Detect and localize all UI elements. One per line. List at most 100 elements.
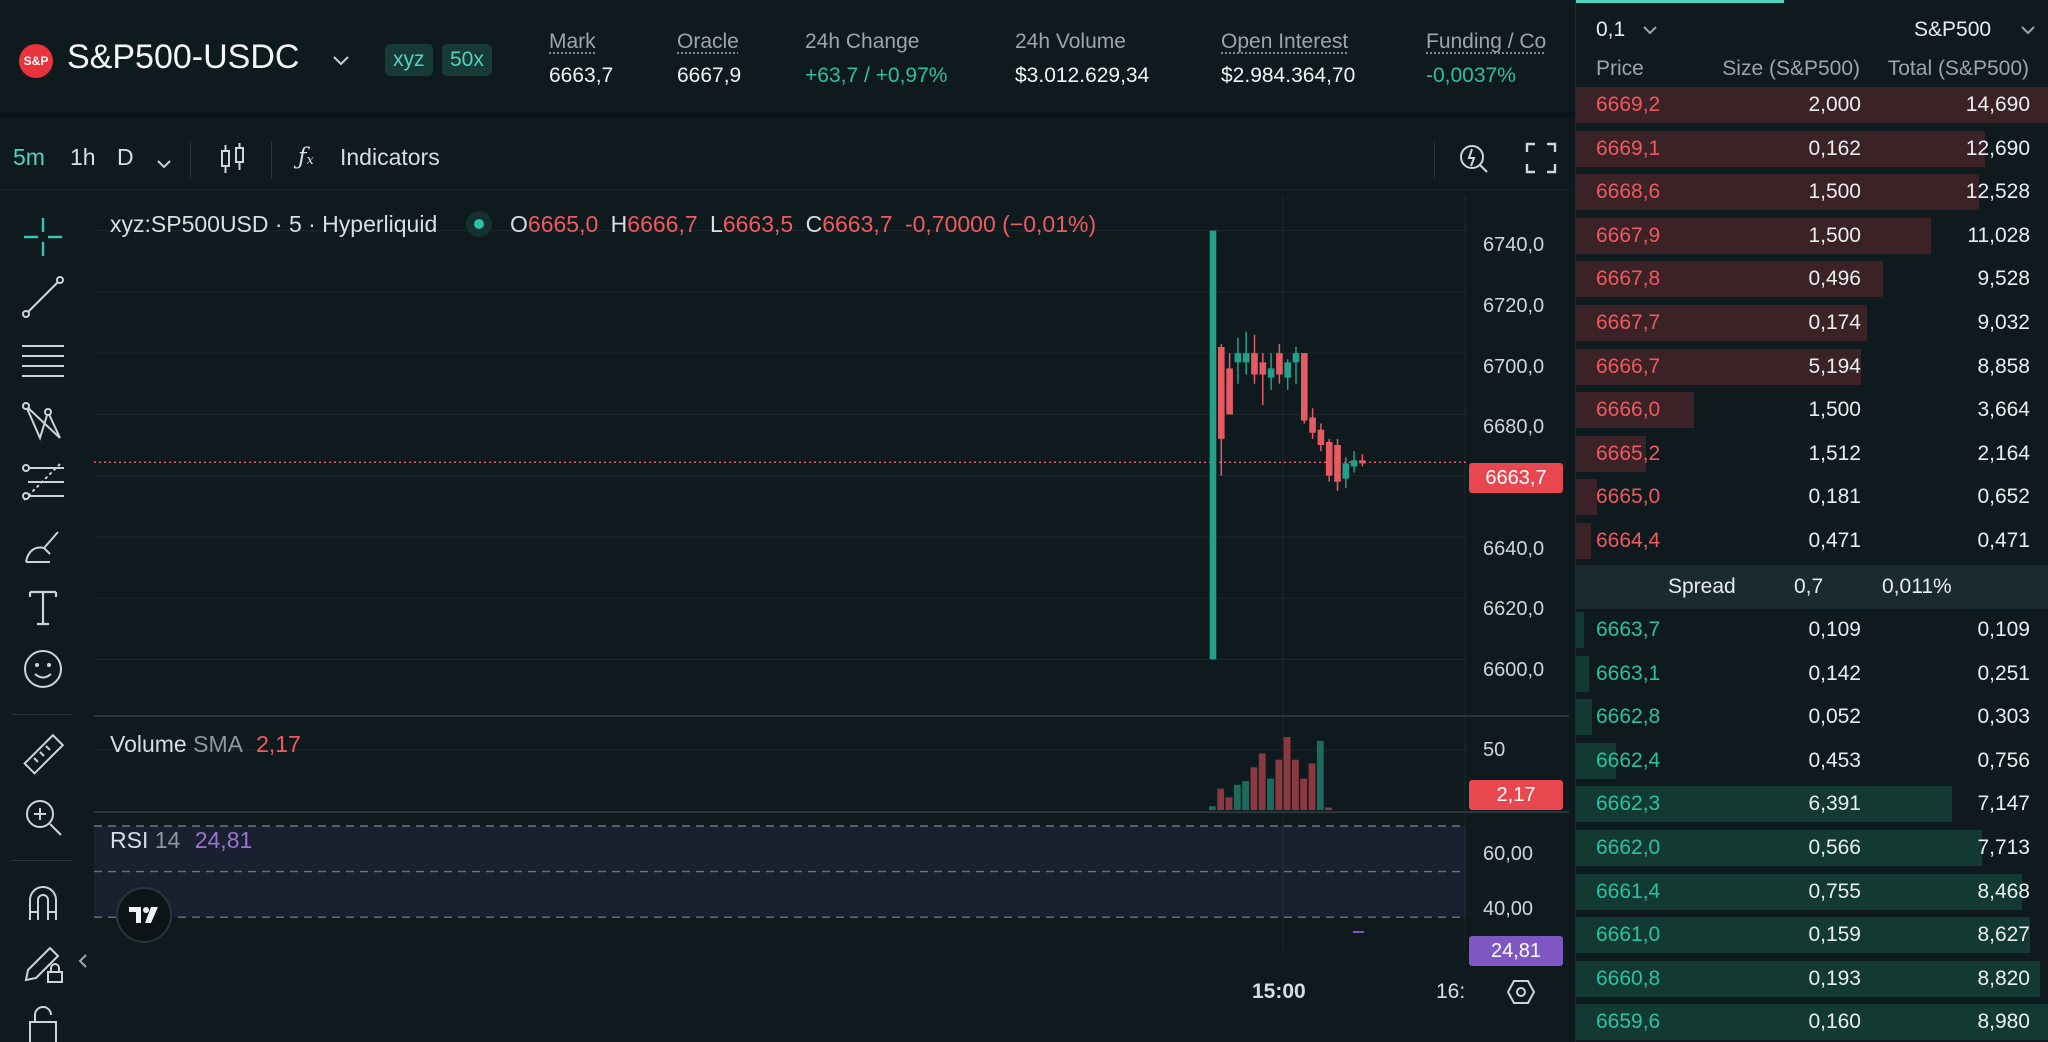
col-price: Price [1596, 57, 1644, 80]
bid-row[interactable]: 6662,8 0,052 0,303 [1576, 695, 2048, 739]
lock-pencil-icon[interactable] [20, 940, 66, 986]
bid-size: 0,453 [1808, 748, 1861, 772]
ask-depth-bar [1576, 479, 1597, 516]
ask-price: 6665,0 [1596, 485, 1661, 509]
magnet-icon[interactable] [20, 880, 66, 926]
ask-depth-bar [1576, 261, 1883, 298]
ask-total: 8,858 [1977, 354, 2030, 378]
bid-row[interactable]: 6663,1 0,142 0,251 [1576, 652, 2048, 696]
fib-icon[interactable] [20, 460, 66, 506]
ask-depth-bar [1576, 87, 2048, 123]
bid-row[interactable]: 6662,4 0,453 0,756 [1576, 739, 2048, 783]
stat-label[interactable]: Oracle [677, 30, 739, 53]
bid-row[interactable]: 6660,8 0,193 8,820 [1576, 957, 2048, 1001]
time-label: 15:00 [1252, 980, 1306, 1003]
ask-depth-bar [1576, 348, 1862, 385]
zoom-icon[interactable] [20, 794, 66, 840]
fx-icon[interactable]: ƒx [298, 144, 314, 170]
ask-row[interactable]: 6669,2 2,000 14,690 [1576, 83, 2048, 127]
ask-row[interactable]: 6665,2 1,512 2,164 [1576, 432, 2048, 476]
bid-depth-bar [1576, 873, 2022, 910]
rsi-legend[interactable]: RSI 14 24,81 [110, 827, 253, 853]
alert-icon[interactable] [1457, 140, 1491, 176]
unit-select[interactable]: S&P500 [1914, 18, 1992, 41]
bid-depth-bar [1576, 655, 1590, 692]
ask-price: 6667,9 [1596, 223, 1661, 247]
bid-row[interactable]: 6662,0 0,566 7,713 [1576, 826, 2048, 870]
chevron-down-icon[interactable] [156, 158, 172, 170]
ask-size: 1,500 [1808, 398, 1861, 422]
stat-label[interactable]: Open Interest [1221, 30, 1349, 53]
interval-1h[interactable]: 1h [70, 144, 96, 170]
interval-5m[interactable]: 5m [13, 144, 45, 170]
pattern-icon[interactable] [20, 398, 66, 444]
y-tick-label: 6720,0 [1483, 295, 1545, 317]
stat-label[interactable]: Funding / Co [1426, 30, 1547, 53]
stat-value: $3.012.629,34 [1015, 64, 1150, 87]
tick-size-select[interactable]: 0,1 [1596, 18, 1626, 41]
stat-value: 6663,7 [549, 64, 614, 87]
ask-row[interactable]: 6667,7 0,174 9,032 [1576, 301, 2048, 345]
stat-value: $2.984.364,70 [1221, 64, 1356, 87]
bid-depth-bar [1576, 960, 2040, 997]
ask-total: 11,028 [1967, 223, 2030, 247]
chevron-down-icon[interactable] [1642, 24, 1658, 36]
ask-row[interactable]: 6664,4 0,471 0,471 [1576, 519, 2048, 563]
bid-row[interactable]: 6661,4 0,755 8,468 [1576, 870, 2048, 914]
ask-row[interactable]: 6668,6 1,500 12,528 [1576, 170, 2048, 214]
trendline-icon[interactable] [20, 274, 66, 320]
ask-size: 0,174 [1808, 311, 1861, 334]
ask-row[interactable]: 6665,0 0,181 0,652 [1576, 475, 2048, 519]
stat-label[interactable]: Mark [549, 30, 596, 53]
ask-row[interactable]: 6667,8 0,496 9,528 [1576, 257, 2048, 301]
bid-depth-bar [1576, 917, 2031, 954]
rsi-tag: 24,81 [1469, 936, 1563, 966]
settings-icon[interactable] [1506, 978, 1536, 1006]
bid-row[interactable]: 6663,7 0,109 0,109 [1576, 608, 2048, 652]
tradingview-logo-icon[interactable] [116, 887, 172, 943]
symbol-title[interactable]: S&P500-USDC [67, 38, 300, 76]
bid-size: 0,109 [1808, 618, 1861, 641]
bid-row[interactable]: 6662,3 6,391 7,147 [1576, 782, 2048, 826]
ask-row[interactable]: 6667,9 1,500 11,028 [1576, 214, 2048, 258]
bid-row[interactable]: 6659,6 0,160 8,980 [1576, 1000, 2048, 1042]
rsi-tick-label: 40,00 [1483, 898, 1534, 920]
legend-symbol[interactable]: xyz:SP500USD · 5 · Hyperliquid [110, 211, 438, 237]
bid-price: 6663,1 [1596, 661, 1661, 685]
bid-size: 0,755 [1808, 879, 1861, 903]
stat-value: +63,7 / +0,97% [805, 64, 948, 87]
stat-5: Funding / Co -0,0037% [1426, 30, 1546, 88]
crosshair-icon[interactable] [20, 214, 66, 260]
dex-badge: xyz [385, 44, 433, 76]
ask-depth-bar [1576, 435, 1646, 472]
bid-row[interactable]: 6661,0 0,159 8,627 [1576, 913, 2048, 957]
volume-legend[interactable]: Volume SMA 2,17 [110, 731, 301, 757]
stat-3: 24h Volume $3.012.629,34 [1015, 30, 1149, 88]
toolbar-separator [12, 714, 72, 715]
horizontal-lines-icon[interactable] [20, 336, 66, 382]
y-tick-label: 6700,0 [1483, 356, 1545, 378]
bid-price: 6660,8 [1596, 966, 1661, 990]
ask-depth-bar [1576, 174, 1980, 211]
chevron-down-icon[interactable] [330, 50, 352, 72]
ask-price: 6669,1 [1596, 136, 1661, 160]
ask-row[interactable]: 6669,1 0,162 12,690 [1576, 127, 2048, 171]
candles-icon[interactable] [218, 142, 248, 176]
brush-icon[interactable] [20, 522, 66, 568]
emoji-icon[interactable] [20, 646, 66, 692]
fullscreen-icon[interactable] [1525, 142, 1557, 174]
ask-row[interactable]: 6666,7 5,194 8,858 [1576, 345, 2048, 389]
col-size: Size (S&P500) [1722, 57, 1860, 80]
ask-depth-bar [1576, 217, 1932, 254]
text-icon[interactable] [20, 584, 66, 630]
ask-row[interactable]: 6666,0 1,500 3,664 [1576, 388, 2048, 432]
bid-size: 0,193 [1808, 966, 1861, 990]
chevron-down-icon[interactable] [2020, 24, 2036, 36]
bid-depth-bar [1576, 786, 1953, 823]
lock-icon[interactable] [20, 1002, 66, 1042]
indicators-button[interactable]: Indicators [340, 144, 440, 170]
bid-price: 6663,7 [1596, 618, 1661, 641]
ruler-icon[interactable] [20, 732, 66, 778]
collapse-arrow-icon[interactable] [78, 952, 88, 970]
interval-d[interactable]: D [117, 144, 134, 170]
